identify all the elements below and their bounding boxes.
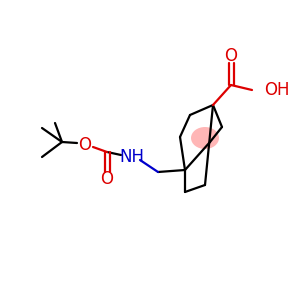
Text: O: O bbox=[100, 170, 113, 188]
Text: OH: OH bbox=[264, 81, 290, 99]
Text: NH: NH bbox=[119, 148, 145, 166]
Text: O: O bbox=[224, 47, 238, 65]
Text: O: O bbox=[79, 136, 92, 154]
Ellipse shape bbox=[191, 127, 219, 149]
